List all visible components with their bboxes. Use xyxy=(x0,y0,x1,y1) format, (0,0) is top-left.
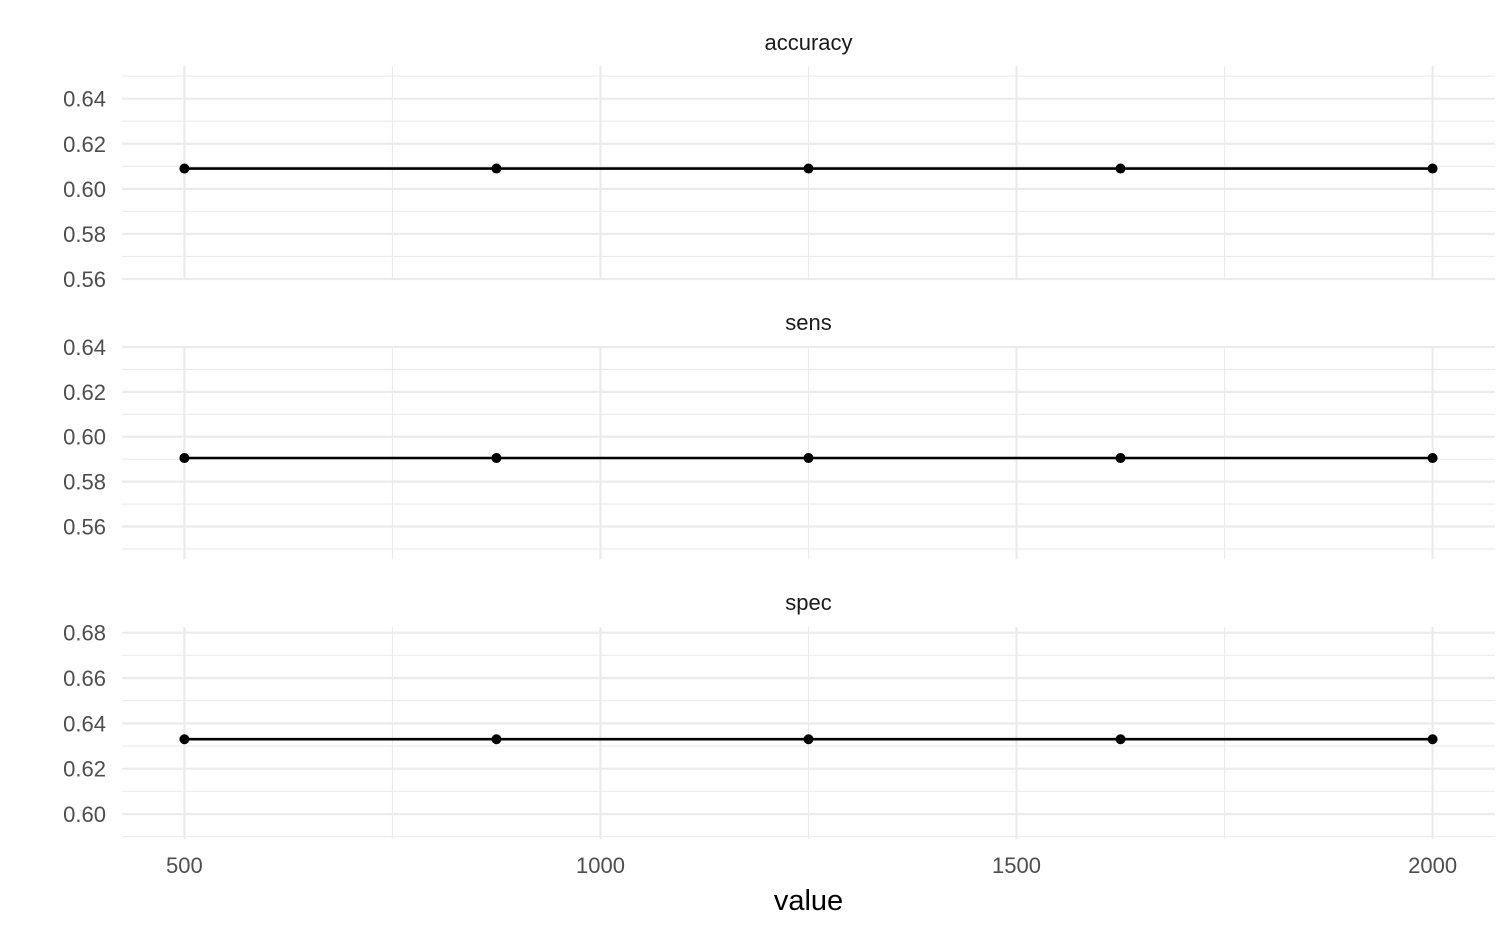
y-tick-label: 0.58 xyxy=(63,470,106,495)
panel-title: sens xyxy=(785,310,831,335)
y-tick-label: 0.60 xyxy=(63,425,106,450)
y-tick-label: 0.60 xyxy=(63,177,106,202)
y-tick-label: 0.64 xyxy=(63,87,106,112)
y-tick-label: 0.56 xyxy=(63,514,106,539)
data-point xyxy=(1115,163,1126,174)
y-tick-label: 0.64 xyxy=(63,711,106,736)
y-tick-label: 0.68 xyxy=(63,621,106,646)
data-point xyxy=(1115,734,1126,745)
x-tick-label: 2000 xyxy=(1408,853,1457,878)
y-tick-label: 0.60 xyxy=(63,802,106,827)
y-tick-label: 0.62 xyxy=(63,757,106,782)
x-axis-title: value xyxy=(774,885,843,917)
y-tick-label: 0.62 xyxy=(63,132,106,157)
data-point xyxy=(491,163,502,174)
data-point xyxy=(803,734,814,745)
x-tick-label: 500 xyxy=(166,853,203,878)
data-point xyxy=(1427,734,1438,745)
y-tick-label: 0.64 xyxy=(63,335,106,360)
data-point xyxy=(803,163,814,174)
data-point xyxy=(491,734,502,745)
data-point xyxy=(1115,453,1126,464)
y-tick-label: 0.56 xyxy=(63,267,106,292)
x-tick-label: 1500 xyxy=(992,853,1041,878)
y-tick-label: 0.66 xyxy=(63,666,106,691)
x-tick-label: 1000 xyxy=(576,853,625,878)
data-point xyxy=(803,453,814,464)
y-tick-label: 0.62 xyxy=(63,380,106,405)
data-point xyxy=(179,163,190,174)
data-point xyxy=(1427,453,1438,464)
data-point xyxy=(491,453,502,464)
panel-title: accuracy xyxy=(764,30,852,55)
panel-title: spec xyxy=(785,590,831,615)
data-point xyxy=(179,734,190,745)
data-point xyxy=(1427,163,1438,174)
y-tick-label: 0.58 xyxy=(63,222,106,247)
data-point xyxy=(179,453,190,464)
